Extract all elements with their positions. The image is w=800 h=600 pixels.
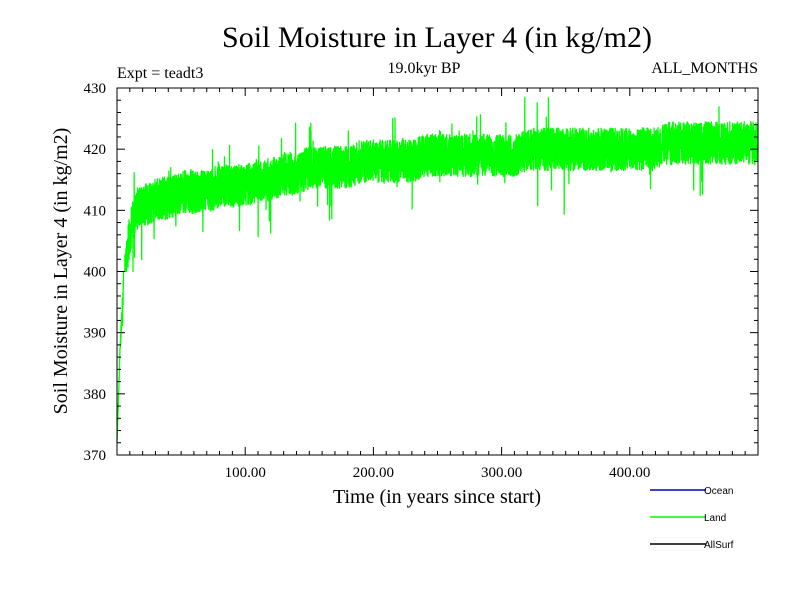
chart-title: Soil Moisture in Layer 4 (in kg/m2) <box>222 21 652 54</box>
y-tick-label: 370 <box>84 448 107 464</box>
y-tick-label: 410 <box>84 203 107 219</box>
experiment-label: Expt = teadt3 <box>117 65 203 82</box>
y-tick-label: 400 <box>84 265 107 281</box>
chart-subtitle: 19.0kyr BP <box>388 60 461 77</box>
x-tick-label: 100.00 <box>225 465 266 481</box>
axis-ticks: 100.00 200.00 300.00 400.00 370 380 390 400 410 4… <box>84 81 758 481</box>
legend-ocean-label: Ocean <box>704 486 733 497</box>
plot-area <box>116 87 759 456</box>
y-tick-label: 390 <box>84 326 107 342</box>
x-tick-label: 400.00 <box>609 465 650 481</box>
y-tick-label: 430 <box>84 81 107 97</box>
y-tick-label: 380 <box>84 387 107 403</box>
legend-allsurf-label: AllSurf <box>704 540 734 551</box>
x-axis-label: Time (in years since start) <box>333 486 541 508</box>
y-axis-label: Soil Moisture in Layer 4 (in kg/m2) <box>50 128 72 415</box>
y-tick-label: 420 <box>84 142 107 158</box>
legend: Ocean Land AllSurf <box>650 486 734 551</box>
months-label: ALL_MONTHS <box>651 60 758 77</box>
legend-land-label: Land <box>704 513 726 524</box>
x-tick-label: 300.00 <box>481 465 522 481</box>
series-line-land <box>116 96 759 442</box>
x-tick-label: 200.00 <box>353 465 394 481</box>
